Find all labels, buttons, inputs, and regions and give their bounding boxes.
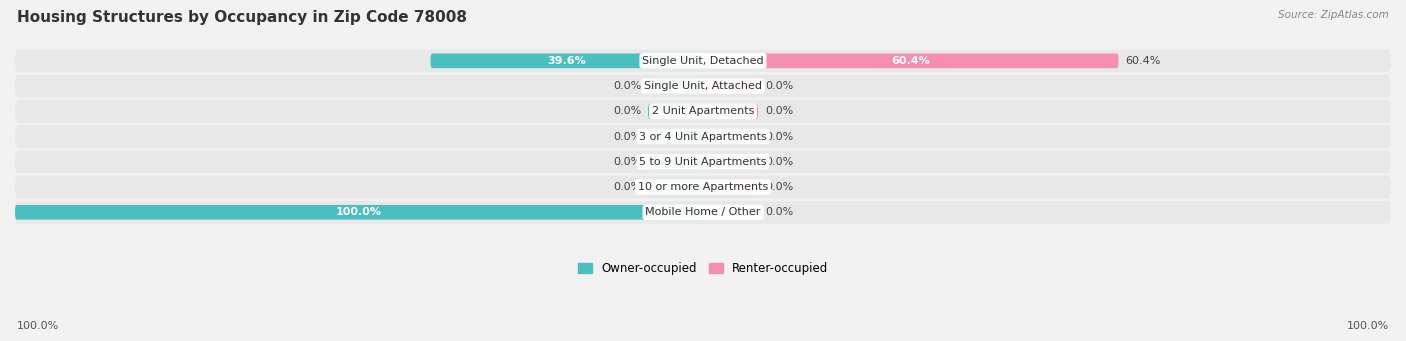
Text: 10 or more Apartments: 10 or more Apartments (638, 182, 768, 192)
Text: 2 Unit Apartments: 2 Unit Apartments (652, 106, 754, 116)
Text: 3 or 4 Unit Apartments: 3 or 4 Unit Apartments (640, 132, 766, 142)
Text: 100.0%: 100.0% (1347, 321, 1389, 331)
FancyBboxPatch shape (15, 49, 1391, 72)
Text: 0.0%: 0.0% (765, 132, 793, 142)
Text: 0.0%: 0.0% (765, 106, 793, 116)
FancyBboxPatch shape (15, 100, 1391, 123)
Text: 0.0%: 0.0% (765, 182, 793, 192)
Text: 0.0%: 0.0% (613, 106, 641, 116)
FancyBboxPatch shape (15, 125, 1391, 148)
FancyBboxPatch shape (15, 75, 1391, 98)
FancyBboxPatch shape (703, 79, 758, 93)
Text: 0.0%: 0.0% (613, 81, 641, 91)
Text: 60.4%: 60.4% (1125, 56, 1161, 66)
Text: 5 to 9 Unit Apartments: 5 to 9 Unit Apartments (640, 157, 766, 167)
Text: 100.0%: 100.0% (336, 207, 382, 217)
Text: 0.0%: 0.0% (765, 157, 793, 167)
FancyBboxPatch shape (703, 154, 758, 169)
Text: 60.4%: 60.4% (891, 56, 931, 66)
FancyBboxPatch shape (703, 54, 1119, 68)
FancyBboxPatch shape (703, 180, 758, 194)
Text: 39.6%: 39.6% (547, 56, 586, 66)
FancyBboxPatch shape (648, 180, 703, 194)
FancyBboxPatch shape (15, 150, 1391, 173)
FancyBboxPatch shape (15, 176, 1391, 198)
Legend: Owner-occupied, Renter-occupied: Owner-occupied, Renter-occupied (572, 257, 834, 280)
FancyBboxPatch shape (703, 205, 758, 220)
Text: 0.0%: 0.0% (613, 182, 641, 192)
Text: Mobile Home / Other: Mobile Home / Other (645, 207, 761, 217)
Text: Single Unit, Detached: Single Unit, Detached (643, 56, 763, 66)
FancyBboxPatch shape (648, 79, 703, 93)
FancyBboxPatch shape (648, 104, 703, 119)
Text: Single Unit, Attached: Single Unit, Attached (644, 81, 762, 91)
FancyBboxPatch shape (703, 129, 758, 144)
FancyBboxPatch shape (15, 201, 1391, 224)
Text: 0.0%: 0.0% (613, 157, 641, 167)
Text: Housing Structures by Occupancy in Zip Code 78008: Housing Structures by Occupancy in Zip C… (17, 10, 467, 25)
FancyBboxPatch shape (15, 205, 703, 220)
Text: 0.0%: 0.0% (613, 132, 641, 142)
FancyBboxPatch shape (648, 154, 703, 169)
FancyBboxPatch shape (430, 54, 703, 68)
FancyBboxPatch shape (648, 129, 703, 144)
Text: Source: ZipAtlas.com: Source: ZipAtlas.com (1278, 10, 1389, 20)
FancyBboxPatch shape (703, 104, 758, 119)
Text: 0.0%: 0.0% (765, 81, 793, 91)
Text: 100.0%: 100.0% (17, 321, 59, 331)
Text: 0.0%: 0.0% (765, 207, 793, 217)
